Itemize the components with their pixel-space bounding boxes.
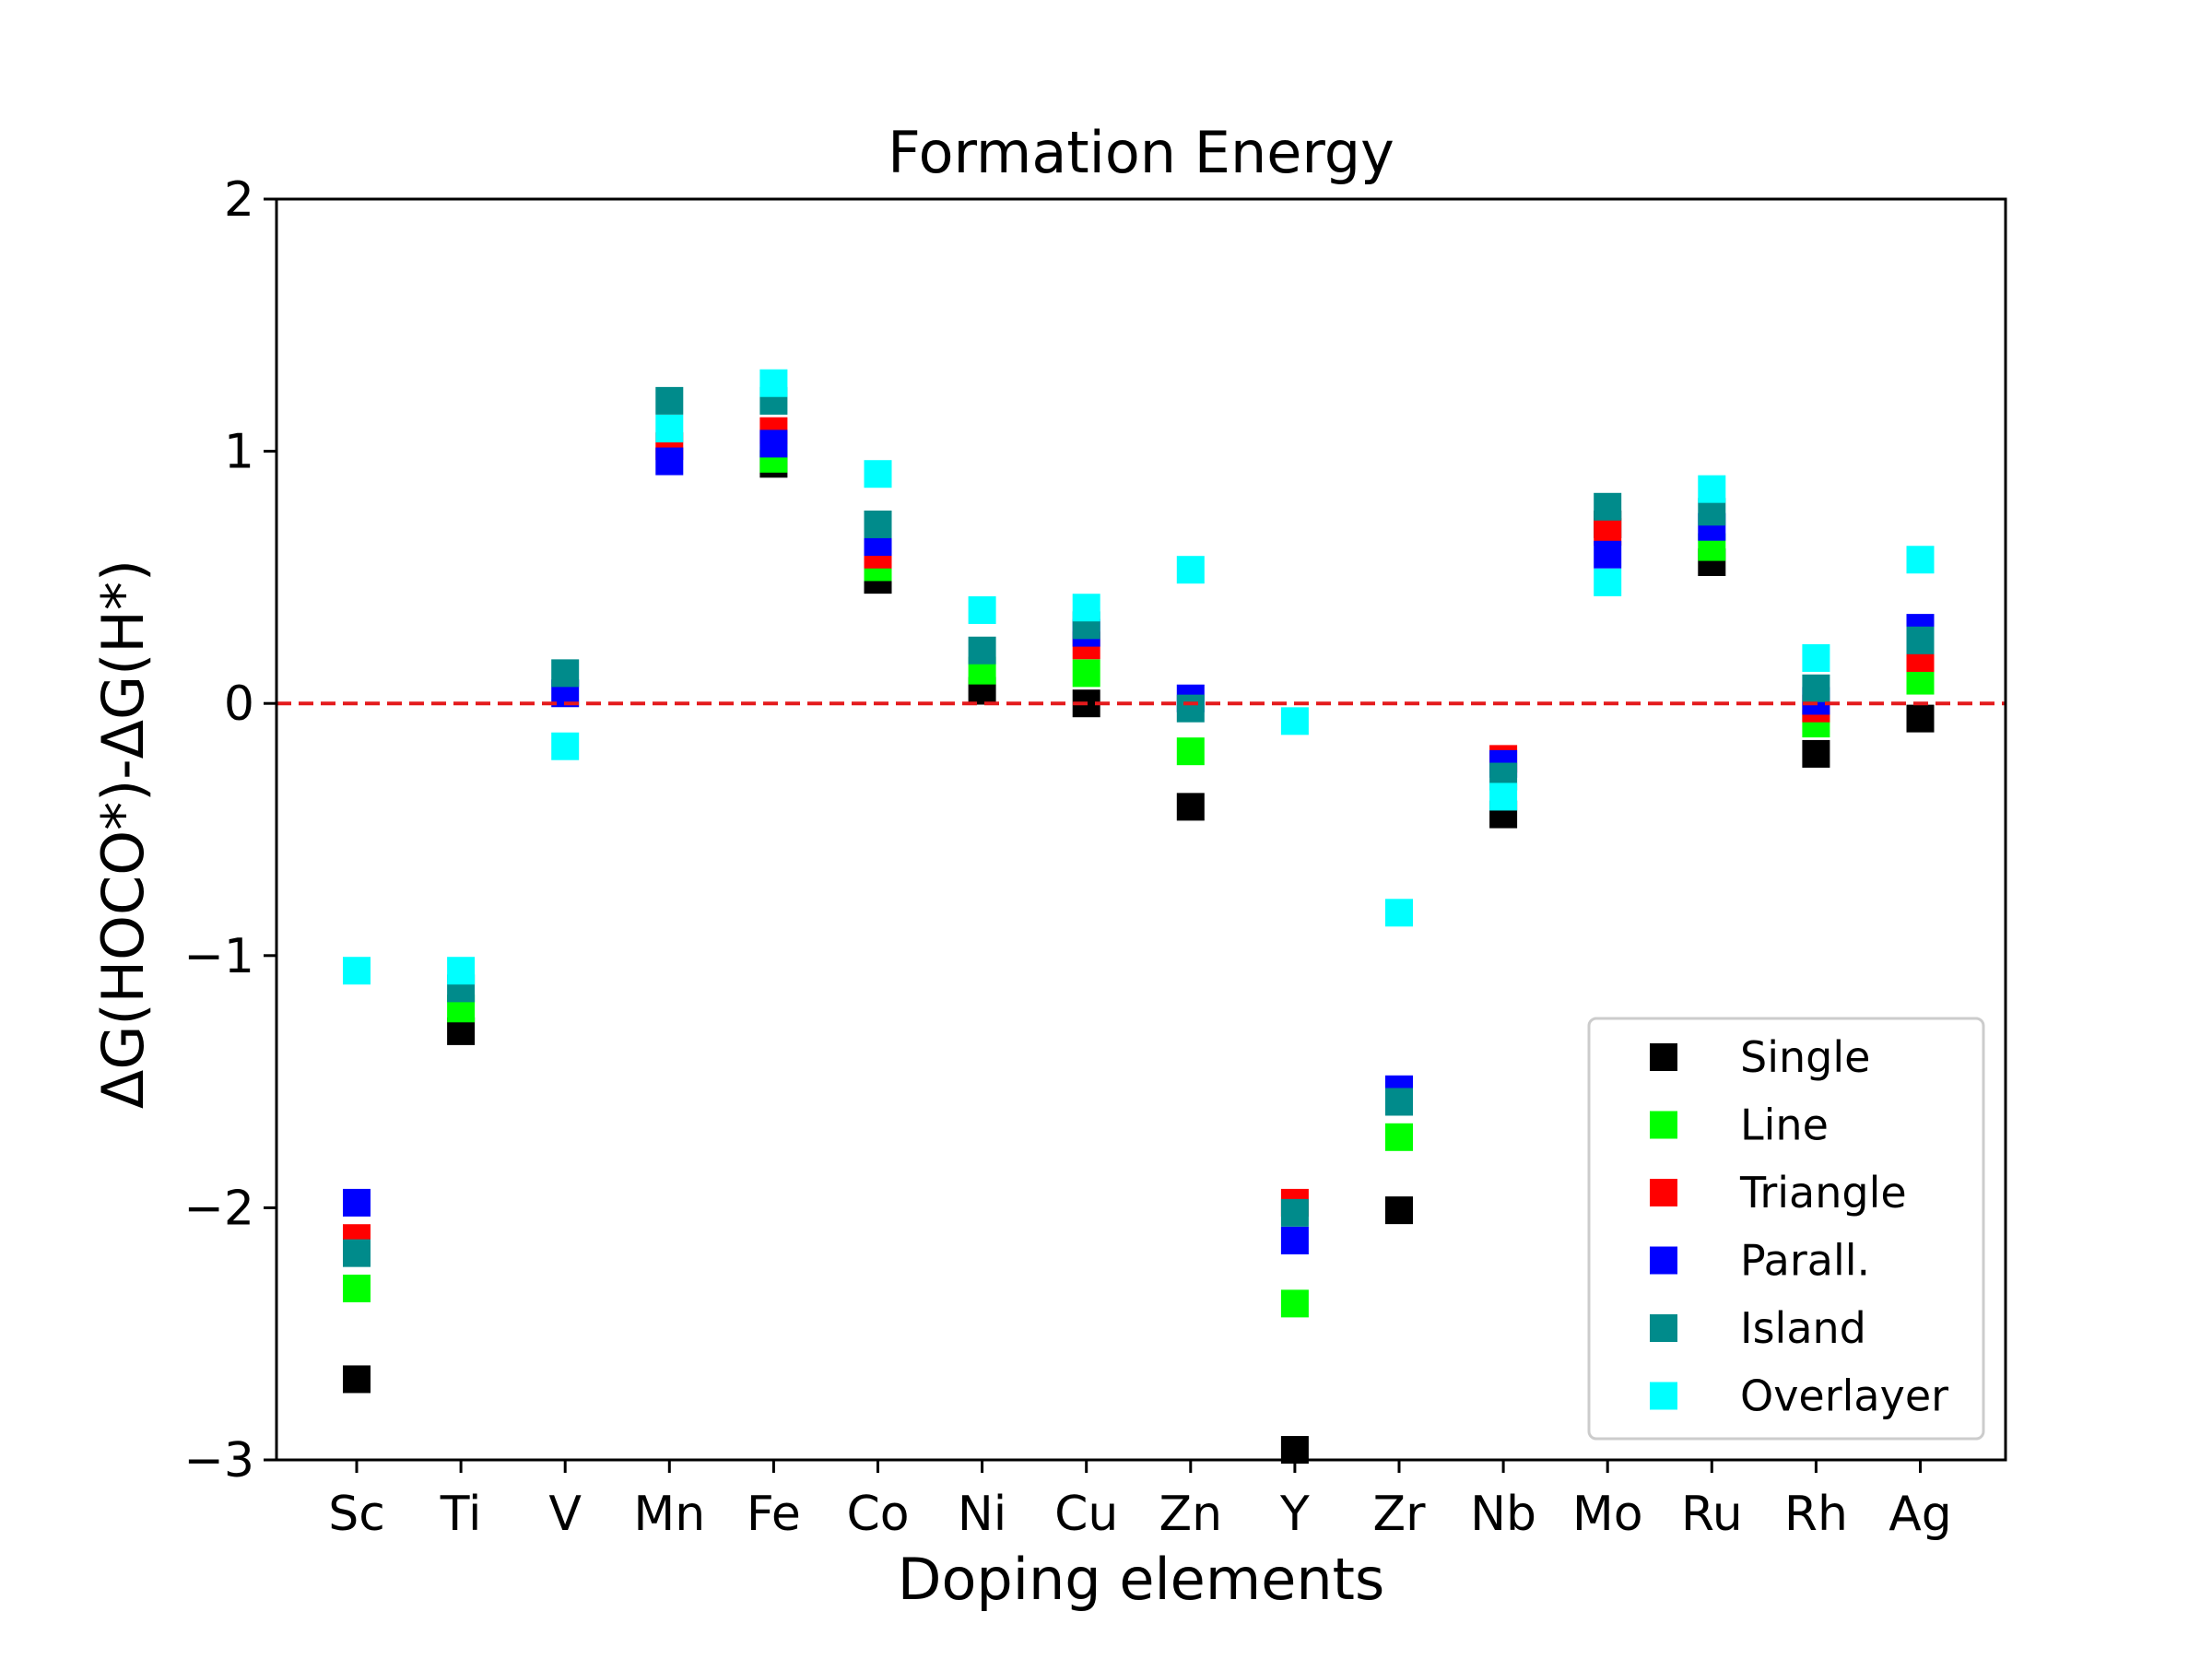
data-point-overlayer [1072, 594, 1100, 622]
y-axis-ticks: 2 1 0 −1 −2 −3 [183, 172, 276, 1488]
legend-marker [1650, 1111, 1677, 1139]
x-tick-label: Mn [633, 1487, 705, 1542]
x-axis-ticks: Sc Ti V Mn Fe Co Ni Cu Zn Y Zr Nb Mo Ru Rh Ag [328, 1460, 1952, 1542]
data-point-overlayer [1489, 782, 1518, 811]
data-point-parall [1280, 1226, 1309, 1254]
data-point-island [655, 386, 684, 415]
data-point-overlayer [1906, 546, 1935, 574]
data-point-overlayer [968, 595, 996, 624]
legend-box [1587, 1017, 1985, 1441]
data-point-single [1802, 739, 1830, 768]
y-tick-label: 2 [224, 172, 254, 228]
x-axis-label: Doping elements [898, 1546, 1385, 1613]
legend-label: Line [1740, 1100, 1829, 1150]
data-point-line [1176, 737, 1205, 766]
x-tick-label: V [548, 1487, 582, 1542]
x-tick-label: Zr [1372, 1487, 1426, 1542]
data-point-island [1176, 694, 1205, 723]
data-point-overlayer [551, 732, 580, 760]
data-point-overlayer [1594, 568, 1622, 596]
data-point-single [343, 1365, 371, 1394]
legend-marker [1650, 1179, 1677, 1206]
y-tick-label: −3 [183, 1433, 254, 1488]
x-tick-label: Ag [1888, 1487, 1952, 1542]
data-point-island [968, 636, 996, 665]
data-point-line [1280, 1289, 1309, 1318]
data-point-parall [1594, 540, 1622, 569]
legend-marker [1650, 1314, 1677, 1342]
legend-label: Island [1740, 1303, 1866, 1353]
legend-marker [1650, 1043, 1677, 1071]
data-point-overlayer [447, 957, 476, 985]
x-tick-label: Cu [1054, 1487, 1118, 1542]
x-tick-label: Zn [1159, 1487, 1223, 1542]
data-point-overlayer [343, 957, 371, 985]
data-point-overlayer [1385, 899, 1413, 927]
x-tick-label: Sc [328, 1487, 385, 1542]
data-point-parall [655, 447, 684, 476]
data-point-island [551, 659, 580, 688]
data-point-line [1072, 659, 1100, 688]
legend-marker [1650, 1246, 1677, 1275]
data-point-overlayer [864, 460, 892, 488]
data-point-overlayer [1176, 556, 1205, 584]
data-point-island [1594, 492, 1622, 521]
legend-label: Triangle [1739, 1168, 1907, 1218]
y-tick-label: 1 [224, 425, 254, 480]
data-point-single [1906, 704, 1935, 733]
data-point-island [1802, 674, 1830, 702]
data-point-island [1385, 1088, 1413, 1116]
data-point-island [343, 1239, 371, 1267]
x-tick-label: Nb [1470, 1487, 1536, 1542]
x-tick-label: Ni [958, 1487, 1006, 1542]
legend-label: Parall. [1740, 1236, 1870, 1286]
data-point-overlayer [1698, 475, 1726, 503]
data-point-parall [759, 429, 788, 458]
x-tick-label: Ru [1681, 1487, 1743, 1542]
x-tick-label: Y [1279, 1487, 1310, 1542]
y-tick-label: −2 [183, 1181, 254, 1236]
data-point-island [1280, 1198, 1309, 1227]
data-point-single [1176, 793, 1205, 821]
data-point-single [1385, 1196, 1413, 1225]
data-point-overlayer [1280, 707, 1309, 735]
legend-marker [1650, 1382, 1677, 1410]
data-point-line [1385, 1123, 1413, 1151]
x-tick-label: Ti [440, 1487, 482, 1542]
data-point-parall [343, 1188, 371, 1217]
chart-title: Formation Energy [888, 119, 1394, 186]
data-point-overlayer [759, 369, 788, 397]
plot-area-frame [275, 197, 2007, 1462]
x-tick-label: Rh [1784, 1487, 1848, 1542]
legend-label: Overlayer [1740, 1371, 1948, 1421]
y-tick-label: 0 [224, 677, 254, 732]
y-tick-label: −1 [183, 929, 254, 984]
data-point-overlayer [655, 414, 684, 442]
x-tick-label: Co [846, 1487, 909, 1542]
data-point-line [343, 1274, 371, 1302]
data-point-island [864, 510, 892, 538]
y-axis-label: ΔG(HOCO*)-ΔG(H*) [89, 559, 157, 1109]
x-tick-label: Mo [1572, 1487, 1643, 1542]
legend: Single Line Triangle Parall. Island Overlayer [1587, 1017, 1985, 1441]
data-point-overlayer [1802, 643, 1830, 672]
data-point-island [1906, 626, 1935, 654]
legend-label: Single [1740, 1032, 1870, 1082]
x-tick-label: Fe [747, 1487, 801, 1542]
